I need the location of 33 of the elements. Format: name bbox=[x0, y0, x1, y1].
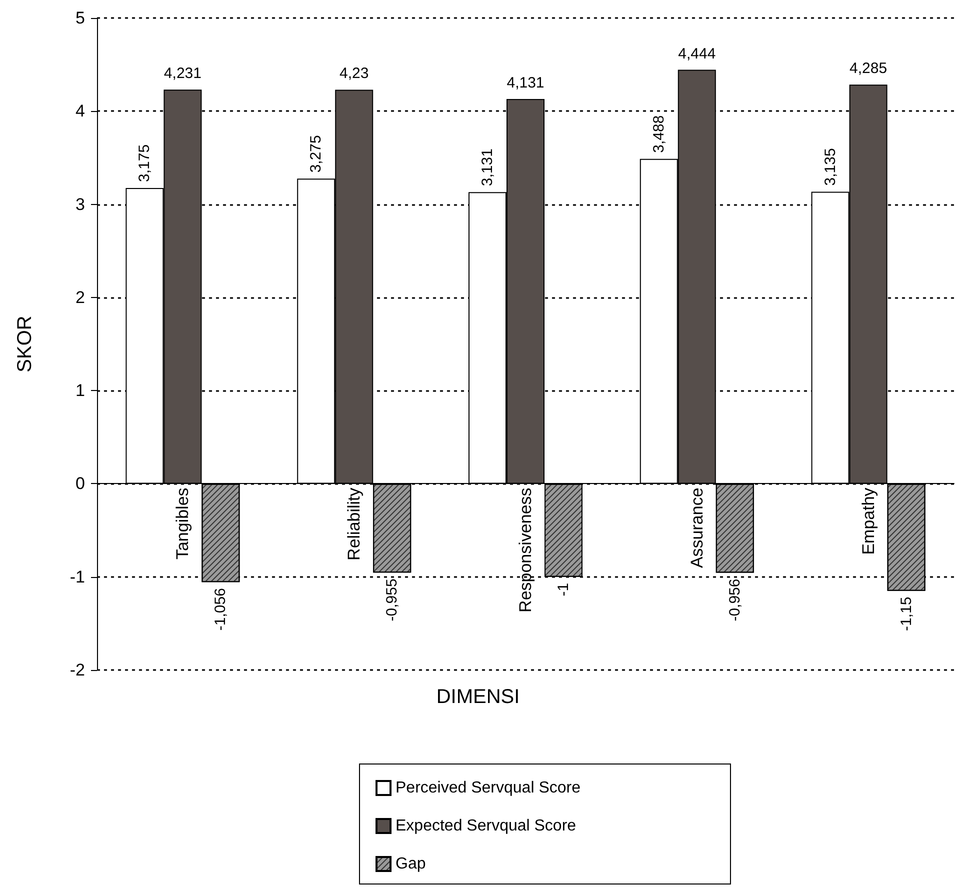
data-label: -0,956 bbox=[726, 578, 744, 622]
x-tick-label: Reliability bbox=[344, 487, 364, 560]
data-label: 3,135 bbox=[822, 148, 839, 186]
x-axis-title: DIMENSI bbox=[436, 686, 520, 708]
data-label: -1 bbox=[555, 582, 572, 596]
data-label: -1,15 bbox=[898, 596, 915, 632]
y-tick-label: 0 bbox=[76, 474, 85, 494]
y-tick-label: -2 bbox=[70, 660, 85, 680]
data-label: -0,955 bbox=[384, 578, 401, 622]
x-tick-label: Responsiveness bbox=[516, 488, 535, 612]
data-label: 3,131 bbox=[479, 148, 496, 186]
data-label: 3,488 bbox=[650, 115, 668, 153]
y-axis-title: SKOR bbox=[14, 316, 36, 372]
y-tick-label: 4 bbox=[76, 102, 85, 121]
data-label: 4,23 bbox=[340, 65, 369, 82]
data-label: 4,285 bbox=[850, 60, 888, 78]
x-tick-label: Tangibles bbox=[173, 488, 192, 560]
data-label: -1,056 bbox=[212, 588, 230, 631]
y-tick-label: 3 bbox=[76, 194, 85, 214]
y-tick-label: 1 bbox=[76, 381, 85, 400]
data-label: 3,175 bbox=[136, 144, 154, 182]
legend-label: Perceived Servqual Score bbox=[396, 780, 581, 796]
legend-label: Gap bbox=[396, 856, 426, 872]
x-tick-label: Assurance bbox=[687, 488, 706, 568]
data-label: 4,131 bbox=[506, 74, 544, 92]
legend-label: Expected Servqual Score bbox=[396, 818, 576, 834]
x-tick-label: Empathy bbox=[858, 487, 878, 555]
y-tick-label: 2 bbox=[76, 288, 85, 307]
data-label: 4,231 bbox=[164, 65, 202, 82]
y-tick-label: 5 bbox=[76, 8, 85, 28]
y-tick-label: -1 bbox=[70, 567, 85, 586]
data-label: 3,275 bbox=[308, 135, 325, 173]
data-label: 4,444 bbox=[678, 45, 716, 62]
